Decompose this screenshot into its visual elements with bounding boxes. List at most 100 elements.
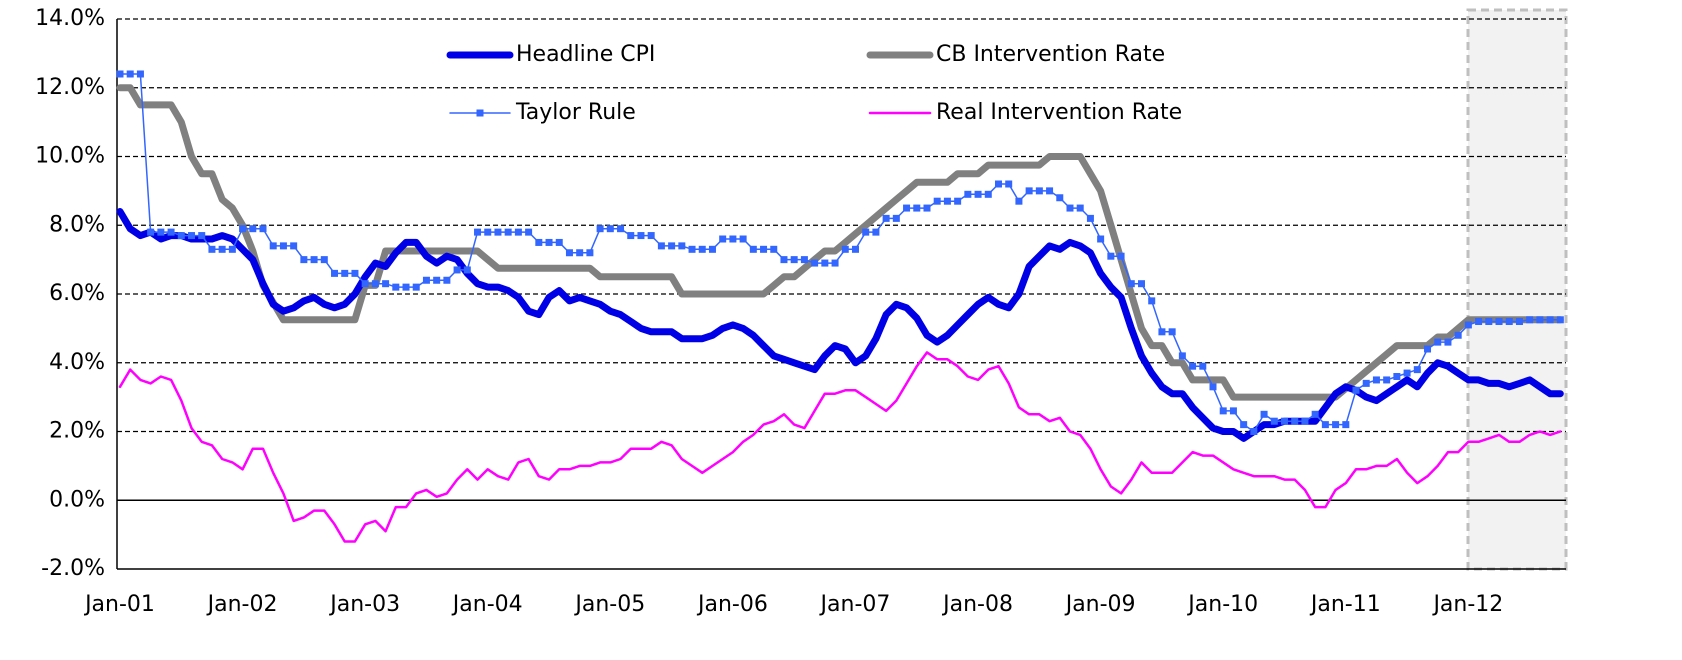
series-marker (974, 190, 982, 198)
series-marker (300, 256, 308, 264)
x-tick-label: Jan-12 (1431, 592, 1503, 617)
series-marker (1086, 214, 1094, 222)
series-marker (157, 228, 165, 236)
series-marker (545, 238, 553, 246)
series-marker (1117, 252, 1125, 260)
series-marker (484, 228, 492, 236)
y-tick-label: 6.0% (49, 281, 105, 306)
series-marker (1158, 328, 1166, 336)
series-marker (290, 242, 298, 250)
legend-label: CB Intervention Rate (936, 42, 1165, 67)
series-marker (361, 280, 369, 288)
forecast-region (1466, 8, 1568, 571)
series-marker (412, 283, 420, 291)
series-marker (1015, 197, 1023, 205)
series-marker (821, 259, 829, 267)
series-line (119, 73, 1562, 433)
series-marker (872, 228, 880, 236)
series-marker (147, 228, 155, 236)
legend-marker (476, 109, 484, 117)
series-marker (719, 235, 727, 243)
series-marker (494, 228, 502, 236)
series-marker (1546, 316, 1554, 324)
series-marker (341, 269, 349, 277)
series-marker (167, 228, 175, 236)
series-marker (1526, 316, 1534, 324)
series-marker (228, 245, 236, 253)
series-marker (188, 232, 196, 240)
series-marker (882, 214, 890, 222)
y-tick-label: -2.0% (41, 556, 105, 581)
series-marker (1505, 318, 1513, 325)
series-marker (729, 235, 737, 243)
series-marker (535, 238, 543, 246)
series-marker (657, 242, 665, 250)
series-marker (1229, 407, 1237, 415)
x-tick-label: Jan-03 (328, 592, 400, 617)
series-marker (596, 225, 604, 233)
series-marker (1107, 252, 1115, 260)
series-marker (259, 225, 267, 233)
series-marker (126, 70, 134, 78)
series-marker (218, 245, 226, 253)
series-marker (994, 180, 1002, 188)
x-tick-label: Jan-09 (1064, 592, 1136, 617)
series-marker (433, 276, 441, 284)
series-marker (903, 204, 911, 212)
series-marker (177, 232, 185, 240)
y-tick-label: 4.0% (49, 350, 105, 375)
series-marker (331, 269, 339, 277)
series-marker (1311, 410, 1319, 418)
series-marker (1464, 321, 1472, 329)
series-marker (1485, 318, 1493, 325)
series-marker (811, 259, 819, 267)
series-marker (1372, 376, 1380, 384)
series-marker (943, 197, 951, 205)
series-marker (208, 245, 216, 253)
series-marker (1240, 421, 1248, 429)
series-marker (1138, 280, 1145, 288)
series-marker (504, 228, 512, 236)
series-marker (239, 225, 247, 233)
series-marker (627, 232, 635, 240)
series-marker (831, 259, 839, 267)
series-marker (1005, 180, 1013, 188)
series-marker (1148, 297, 1156, 305)
series-marker (1199, 362, 1207, 370)
y-tick-label: 10.0% (35, 144, 105, 169)
series-marker (1097, 235, 1105, 243)
x-tick-label: Jan-10 (1186, 592, 1258, 617)
series-marker (453, 266, 461, 274)
series-marker (555, 238, 563, 246)
series-marker (749, 245, 757, 253)
legend-label: Real Intervention Rate (936, 100, 1182, 125)
series-marker (1046, 187, 1054, 195)
series-marker (1076, 204, 1084, 212)
series-marker (351, 269, 359, 277)
series-marker (606, 225, 614, 233)
series-marker (310, 256, 318, 264)
series-line (116, 84, 1564, 401)
x-tick-label: Jan-11 (1309, 592, 1381, 617)
series-marker (402, 283, 410, 291)
x-tick-label: Jan-05 (573, 592, 645, 617)
series-marker (1515, 318, 1523, 325)
series-marker (1362, 379, 1370, 387)
series-marker (1127, 280, 1135, 288)
y-tick-label: 14.0% (35, 6, 105, 31)
series-marker (933, 197, 941, 205)
series-marker (1342, 421, 1350, 429)
series-marker (1556, 316, 1564, 324)
series-marker (1260, 410, 1268, 418)
series-marker (688, 245, 696, 253)
x-tick-label: Jan-08 (941, 592, 1013, 617)
series-marker (1250, 428, 1258, 435)
series-marker (923, 204, 931, 212)
series-line (118, 351, 1562, 543)
series-marker (320, 256, 328, 264)
series-marker (1352, 386, 1360, 394)
series-marker (1383, 376, 1391, 384)
series-marker (279, 242, 287, 250)
series-marker (1189, 362, 1197, 370)
series-marker (1393, 373, 1401, 380)
